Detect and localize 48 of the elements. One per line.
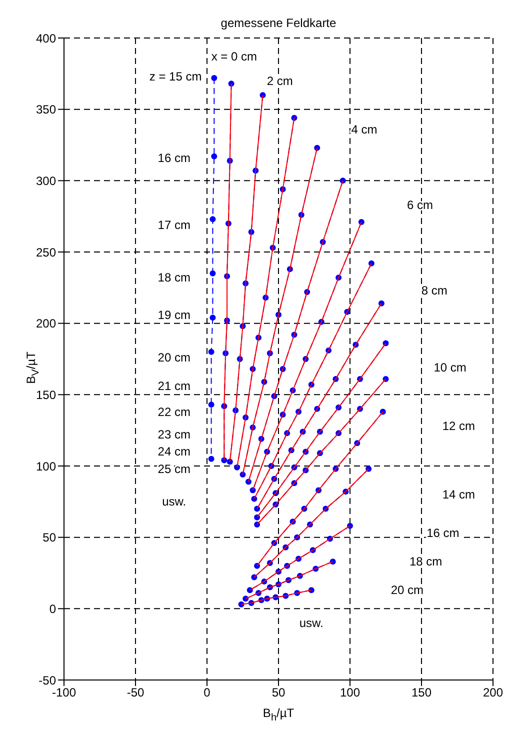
- annotation: 18 cm: [158, 270, 190, 285]
- point: [208, 348, 214, 355]
- annotation: x = 0 cm: [211, 50, 258, 64]
- x-tick-label: 150: [411, 686, 432, 700]
- annotation: 17 cm: [158, 218, 190, 232]
- x-tick-label: 0: [204, 686, 211, 700]
- y-tick-label: 150: [36, 388, 56, 402]
- point: [347, 522, 353, 529]
- annotation: 16 cm: [158, 150, 190, 165]
- annotation: 21 cm: [158, 379, 190, 394]
- y-tick-label: -50: [38, 673, 56, 688]
- annotation: z = 15 cm: [149, 70, 202, 84]
- point: [210, 216, 216, 222]
- y-tick-label: 400: [36, 31, 56, 46]
- annotation: 20 cm: [158, 350, 190, 365]
- chart-title: gemessene Feldkarte: [220, 16, 338, 30]
- point: [208, 402, 214, 408]
- y-tick-label: 250: [36, 245, 56, 260]
- x-tick-label: 200: [482, 686, 504, 700]
- annotation: 4 cm: [351, 122, 378, 136]
- annotation: 16 cm: [426, 526, 460, 540]
- x-tick-label: -50: [126, 686, 144, 700]
- annotation: 23 cm: [158, 428, 190, 442]
- annotation: usw.: [162, 494, 186, 509]
- y-tick-label: 200: [36, 316, 56, 331]
- point: [210, 270, 216, 276]
- x-tick-label: -100: [52, 686, 76, 700]
- point: [211, 153, 218, 160]
- annotation: 14 cm: [442, 488, 476, 502]
- annotation: 6 cm: [407, 198, 434, 212]
- point: [208, 456, 214, 462]
- annotation: usw.: [299, 616, 324, 630]
- x-tick-label: 100: [340, 686, 360, 700]
- y-tick-label: 350: [36, 102, 56, 117]
- point: [210, 314, 216, 321]
- x-axis-title: B$_{h}$/µT: [262, 706, 296, 724]
- y-tick-label: 50: [42, 530, 56, 545]
- point: [211, 74, 218, 81]
- y-tick-label: 100: [36, 459, 56, 474]
- annotation: 19 cm: [158, 308, 190, 322]
- annotation: 24 cm: [158, 444, 190, 459]
- annotation: 8 cm: [421, 284, 448, 298]
- y-tick-label: 300: [36, 174, 56, 188]
- x-tick-label: 50: [272, 686, 286, 700]
- annotation: 12 cm: [442, 419, 476, 434]
- annotation: 10 cm: [434, 360, 466, 375]
- y-tick-label: 0: [49, 602, 56, 616]
- annotation: 22 cm: [158, 404, 190, 419]
